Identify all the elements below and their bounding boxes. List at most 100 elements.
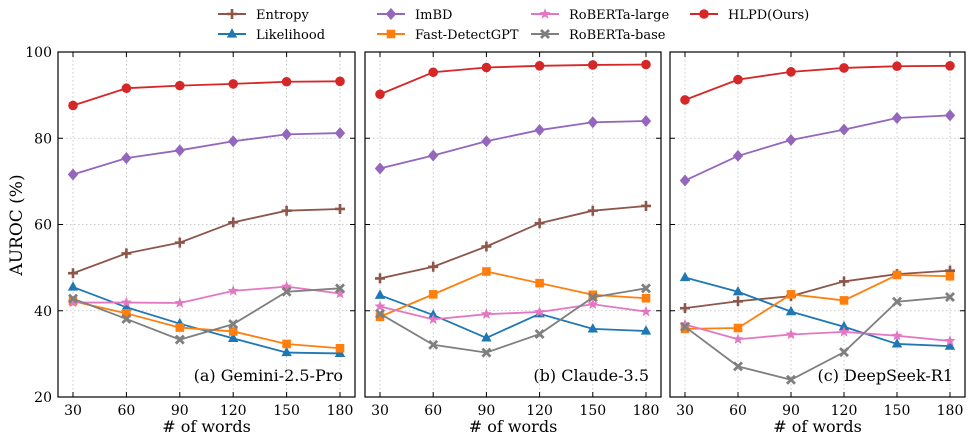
legend-item-fast-detectgpt: Fast-DetectGPT: [377, 28, 519, 43]
x-tick-label: 150: [273, 403, 300, 419]
panel-title: (c) DeepSeek-R1: [818, 366, 953, 385]
data-point: [534, 329, 545, 340]
data-point: [334, 287, 346, 299]
legend-item-likelihood: Likelihood: [218, 28, 325, 43]
data-point: [375, 89, 385, 100]
data-point: [374, 300, 386, 312]
data-point: [121, 313, 132, 324]
data-point: [375, 308, 385, 319]
x-tick-label: 30: [371, 403, 389, 419]
data-point: [374, 162, 386, 175]
data-point: [839, 63, 849, 73]
data-point: [786, 374, 796, 385]
data-point: [481, 347, 492, 358]
panel-title: (b) Claude-3.5: [533, 366, 649, 385]
series-line: [73, 285, 341, 304]
data-point: [120, 296, 132, 308]
series-line: [379, 303, 647, 321]
data-point: [640, 115, 652, 127]
data-point: [838, 326, 850, 337]
data-point: [892, 270, 902, 280]
y-tick-label: 20: [34, 390, 52, 406]
data-point: [680, 324, 690, 334]
data-point: [428, 261, 439, 272]
data-point: [428, 339, 439, 350]
x-tick-label: 90: [477, 403, 495, 419]
y-tick-label: 60: [34, 218, 52, 234]
data-point: [281, 76, 292, 87]
x-tick-label: 90: [171, 403, 189, 419]
data-point: [679, 271, 691, 282]
legend-label: RoBERTa-base: [569, 28, 666, 43]
x-axis-label: # of words: [162, 417, 251, 436]
data-point: [838, 320, 850, 331]
data-point: [67, 296, 79, 308]
series-line: [684, 114, 951, 182]
data-point: [534, 124, 545, 137]
data-point: [175, 80, 185, 91]
series-roberta-base: [375, 283, 651, 358]
series-roberta-base: [680, 291, 955, 385]
x-tick-label: 60: [729, 403, 747, 419]
data-point: [335, 283, 345, 294]
data-point: [587, 323, 598, 333]
panels: 30 60 90 120 150 180 20 40 60 80 100 (a) Gemini-2.5…: [25, 45, 966, 436]
data-point: [281, 346, 292, 357]
series-imbd: [679, 109, 956, 187]
data-point: [480, 308, 492, 319]
series-entropy: [680, 265, 955, 314]
x-tick-label: 30: [64, 403, 82, 419]
series-entropy: [68, 203, 345, 279]
data-point: [228, 332, 239, 342]
data-point: [588, 60, 598, 70]
legend-marker: [226, 28, 238, 38]
data-point: [175, 323, 185, 332]
data-point: [733, 323, 743, 333]
legend-marker: [699, 9, 709, 19]
data-point: [281, 205, 292, 216]
data-point: [680, 95, 690, 105]
data-point: [121, 152, 132, 165]
data-point: [68, 268, 78, 279]
data-point: [892, 296, 902, 307]
x-tick-label: 60: [424, 403, 442, 419]
x-tick-label: 180: [937, 403, 964, 419]
series-line: [379, 120, 647, 170]
data-point: [281, 286, 292, 297]
series-imbd: [374, 115, 652, 175]
data-point: [67, 168, 79, 181]
legend-item-roberta-base: RoBERTa-base: [531, 28, 666, 43]
legend-item-entropy: Entropy: [218, 8, 309, 23]
series-fast-detectgpt: [680, 270, 955, 334]
x-tick-label: 180: [327, 403, 354, 419]
legend-marker: [385, 8, 397, 20]
data-point: [428, 290, 438, 299]
data-point: [534, 61, 545, 71]
legend-item-imbd: ImBD: [377, 8, 452, 23]
data-point: [786, 67, 796, 77]
data-point: [174, 144, 185, 157]
x-tick-label: 150: [579, 403, 606, 419]
series-roberta-large: [67, 280, 346, 308]
y-axis-label: AUROC (%): [7, 174, 27, 276]
data-point: [335, 203, 345, 214]
series-line: [684, 269, 951, 310]
series-line: [684, 323, 951, 342]
legend-label: ImBD: [415, 8, 452, 23]
data-point: [839, 296, 849, 305]
series-likelihood: [679, 271, 956, 350]
data-point: [481, 62, 492, 73]
data-point: [375, 312, 385, 322]
data-point: [334, 127, 346, 140]
data-point: [944, 109, 956, 122]
legend-marker: [386, 29, 396, 39]
data-point: [174, 237, 185, 248]
panel-1: 30 60 90 120 150 180 20 40 60 80 100 (a) Gemini-2.5…: [25, 45, 356, 436]
data-point: [481, 241, 492, 252]
data-point: [945, 271, 955, 281]
data-point: [587, 298, 599, 309]
series-imbd: [67, 127, 346, 181]
legend-marker: [540, 29, 550, 39]
data-point: [785, 328, 797, 340]
data-point: [374, 289, 386, 299]
